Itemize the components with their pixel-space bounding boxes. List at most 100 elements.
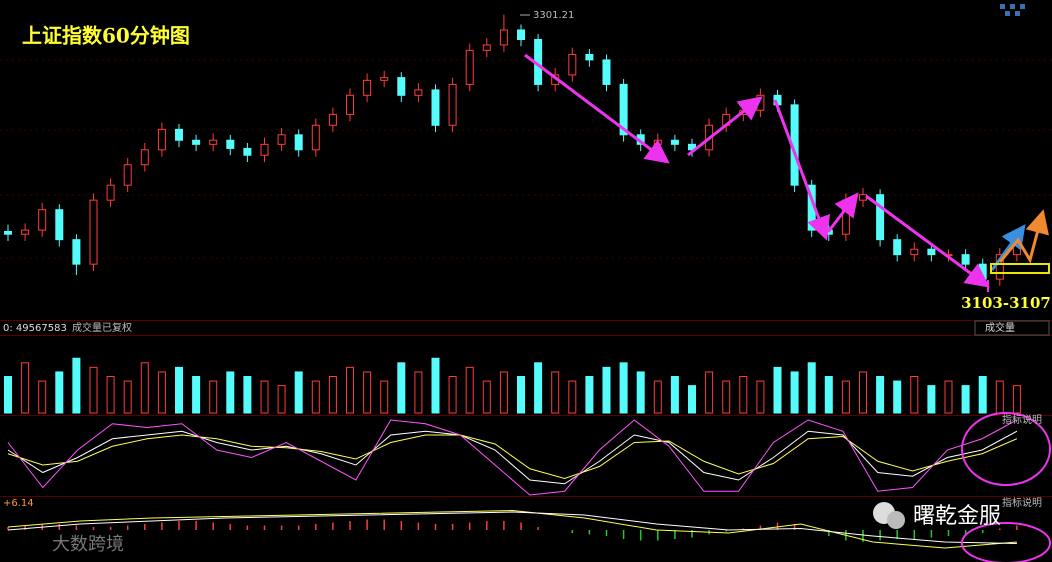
candle-body bbox=[995, 254, 1004, 280]
candle-body bbox=[311, 124, 320, 151]
volume-value: 0: 49567583 bbox=[3, 323, 67, 334]
volume-bar bbox=[551, 371, 560, 414]
indicator-help[interactable]: 指标说明 bbox=[1002, 496, 1042, 509]
candle-body bbox=[346, 94, 354, 115]
status-icons bbox=[1000, 4, 1025, 16]
volume-bar bbox=[140, 362, 149, 414]
chart-title: 上证指数60分钟图 bbox=[22, 24, 190, 48]
volume-bar bbox=[585, 376, 594, 414]
candle-body bbox=[38, 209, 47, 231]
volume-bar bbox=[499, 371, 508, 414]
candle-body bbox=[978, 263, 987, 280]
candle-body bbox=[209, 139, 218, 145]
candle-body bbox=[653, 139, 662, 145]
volume-bar bbox=[893, 380, 902, 414]
volume-bar bbox=[465, 366, 474, 414]
high-label: 3301.21 bbox=[533, 10, 574, 21]
volume-bar bbox=[294, 371, 303, 414]
volume-bar bbox=[397, 362, 406, 414]
candle-body bbox=[431, 89, 440, 126]
candle-body bbox=[89, 199, 98, 265]
volume-bar bbox=[431, 357, 440, 414]
candle-body bbox=[448, 83, 457, 126]
candle-body bbox=[123, 164, 132, 186]
volume-bar bbox=[653, 380, 662, 414]
volume-bar bbox=[4, 376, 12, 414]
macd-value: +6.14 bbox=[3, 498, 34, 509]
volume-bar bbox=[123, 380, 132, 414]
volume-bar bbox=[995, 380, 1004, 414]
indicator-line bbox=[7, 509, 1017, 549]
volume-bar bbox=[243, 376, 252, 414]
volume-bar bbox=[517, 376, 525, 414]
volume-bar bbox=[192, 376, 201, 414]
volume-bar bbox=[55, 371, 64, 414]
volume-bar bbox=[824, 376, 833, 414]
watermark: 大数跨境 bbox=[52, 534, 124, 555]
candle-body bbox=[961, 254, 970, 265]
volume-bar bbox=[807, 362, 816, 414]
candle-body bbox=[106, 184, 115, 201]
candle-body bbox=[397, 77, 406, 96]
volume-bar bbox=[859, 371, 867, 414]
indicator-line bbox=[7, 511, 1017, 544]
volume-bar bbox=[346, 366, 354, 414]
candle-body bbox=[414, 89, 423, 96]
volume-bar bbox=[841, 380, 850, 414]
candle-body bbox=[568, 53, 577, 76]
candle-body bbox=[670, 139, 679, 145]
volume-bar bbox=[773, 366, 782, 414]
volume-bar bbox=[380, 380, 389, 414]
candle-body bbox=[294, 134, 303, 151]
volume-bar bbox=[414, 371, 423, 414]
volume-bar bbox=[790, 371, 799, 414]
volume-bar bbox=[944, 380, 953, 414]
candle-body bbox=[157, 128, 166, 151]
volume-bar bbox=[38, 380, 47, 414]
candle-body bbox=[363, 79, 372, 96]
volume-bar bbox=[277, 385, 286, 414]
volume-bar bbox=[688, 385, 696, 414]
candle-body bbox=[21, 229, 30, 235]
volume-bar bbox=[311, 380, 320, 414]
candle-body bbox=[602, 59, 611, 85]
volume-bar bbox=[636, 371, 645, 414]
candle-body bbox=[910, 248, 919, 256]
volume-bar bbox=[363, 371, 372, 414]
volume-bar bbox=[448, 376, 457, 414]
volume-bar bbox=[328, 376, 337, 414]
volume-bar bbox=[21, 362, 30, 414]
volume-bar bbox=[175, 366, 183, 414]
volume-bar bbox=[756, 380, 765, 414]
volume-bar bbox=[568, 380, 577, 414]
volume-bar bbox=[209, 380, 218, 414]
volume-bar bbox=[72, 357, 81, 414]
volume-bar bbox=[260, 380, 269, 414]
candle-body bbox=[175, 128, 183, 141]
candle-body bbox=[756, 94, 765, 111]
volume-note: 成交量已复权 bbox=[72, 321, 132, 334]
candle-body bbox=[876, 194, 885, 241]
volume-bar bbox=[157, 371, 166, 414]
candle-body bbox=[328, 113, 337, 126]
volume-bar bbox=[226, 371, 235, 414]
candle-body bbox=[517, 29, 525, 40]
candle-body bbox=[277, 134, 286, 145]
candle-body bbox=[4, 230, 12, 235]
panel-borders bbox=[0, 59, 1052, 497]
candle-body bbox=[72, 239, 81, 265]
candle-body bbox=[243, 147, 252, 156]
volume-bar bbox=[961, 385, 970, 414]
annotations bbox=[520, 14, 1051, 562]
volume-bar bbox=[910, 376, 919, 414]
volume-selector[interactable]: 成交量 bbox=[985, 321, 1015, 334]
indicator-help[interactable]: 指标说明 bbox=[1002, 413, 1042, 426]
volume-bar bbox=[722, 380, 731, 414]
volume-bar bbox=[876, 376, 885, 414]
volume-bar bbox=[705, 371, 714, 414]
candle-body bbox=[585, 53, 594, 61]
candle-body bbox=[380, 77, 389, 81]
candle-body bbox=[226, 139, 235, 149]
